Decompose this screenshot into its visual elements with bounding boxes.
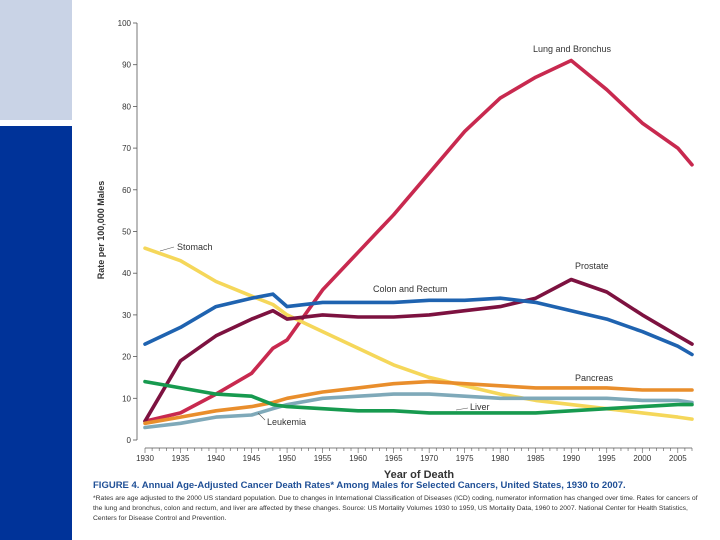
series-line-colon-and-rectum (143, 292, 694, 357)
chart-axes: 0 10 20 30 40 50 60 70 80 90 100 1930 1935 1940 1945 19… (118, 19, 693, 463)
y-tick-label: 60 (122, 186, 131, 195)
y-axis-label: Rate per 100,000 Males (96, 181, 106, 280)
x-tick-label: 1965 (385, 454, 403, 463)
sidebar-dark-panel (0, 126, 72, 540)
y-tick-label: 10 (122, 394, 131, 403)
x-tick-label: 1930 (136, 454, 154, 463)
y-tick-label: 80 (122, 102, 131, 111)
x-tick-label: 1940 (207, 454, 225, 463)
series-label-stomach: Stomach (177, 242, 213, 252)
series-label-lung-and-bronchus: Lung and Bronchus (533, 44, 612, 54)
x-tick-label: 1985 (527, 454, 545, 463)
label-leader-stomach (159, 246, 175, 252)
y-tick-label: 100 (118, 19, 132, 28)
series-label-prostate: Prostate (575, 261, 609, 271)
series-line-prostate (143, 277, 694, 424)
x-axis-label: Year of Death (384, 469, 455, 480)
y-tick-label: 30 (122, 311, 131, 320)
x-tick-label: 1980 (491, 454, 509, 463)
series-line-pancreas (143, 379, 694, 426)
x-tick-label: 1975 (456, 454, 474, 463)
series-label-colon-and-rectum: Colon and Rectum (373, 284, 448, 294)
y-tick-label: 90 (122, 61, 131, 70)
caption-note: *Rates are age adjusted to the 2000 US s… (93, 495, 698, 522)
series-line-liver (143, 392, 694, 430)
y-tick-label: 0 (127, 436, 132, 445)
x-tick-label: 1945 (243, 454, 261, 463)
x-tick-label: 1995 (598, 454, 616, 463)
caption-title: FIGURE 4. Annual Age-Adjusted Cancer Dea… (93, 480, 626, 491)
series-line-lung-and-bronchus (143, 58, 694, 424)
sidebar-light-panel (0, 0, 72, 120)
x-tick-label: 1950 (278, 454, 296, 463)
label-leader-liver (455, 407, 469, 411)
y-tick-label: 20 (122, 353, 131, 362)
label-leader-leukemia (257, 412, 266, 421)
x-tick-label: 1935 (172, 454, 190, 463)
y-tick-label: 70 (122, 144, 131, 153)
y-tick-label: 40 (122, 269, 131, 278)
x-tick-label: 2005 (669, 454, 687, 463)
chart-series-labels: Lung and Bronchus Stomach Prostate Colon an… (159, 44, 614, 427)
x-tick-label: 2000 (633, 454, 651, 463)
chart-series (143, 58, 694, 430)
figure-caption: FIGURE 4. Annual Age-Adjusted Cancer Dea… (93, 480, 703, 524)
x-tick-label: 1955 (314, 454, 332, 463)
line-chart: 0 10 20 30 40 50 60 70 80 90 100 1930 1935 1940 1945 19… (96, 19, 694, 480)
x-tick-label: 1970 (420, 454, 438, 463)
series-label-pancreas: Pancreas (575, 373, 614, 383)
series-line-leukemia (143, 379, 694, 415)
y-tick-label: 50 (122, 228, 131, 237)
series-label-liver: Liver (470, 402, 490, 412)
series-label-leukemia: Leukemia (267, 417, 306, 427)
x-tick-label: 1960 (349, 454, 367, 463)
x-tick-label: 1990 (562, 454, 580, 463)
